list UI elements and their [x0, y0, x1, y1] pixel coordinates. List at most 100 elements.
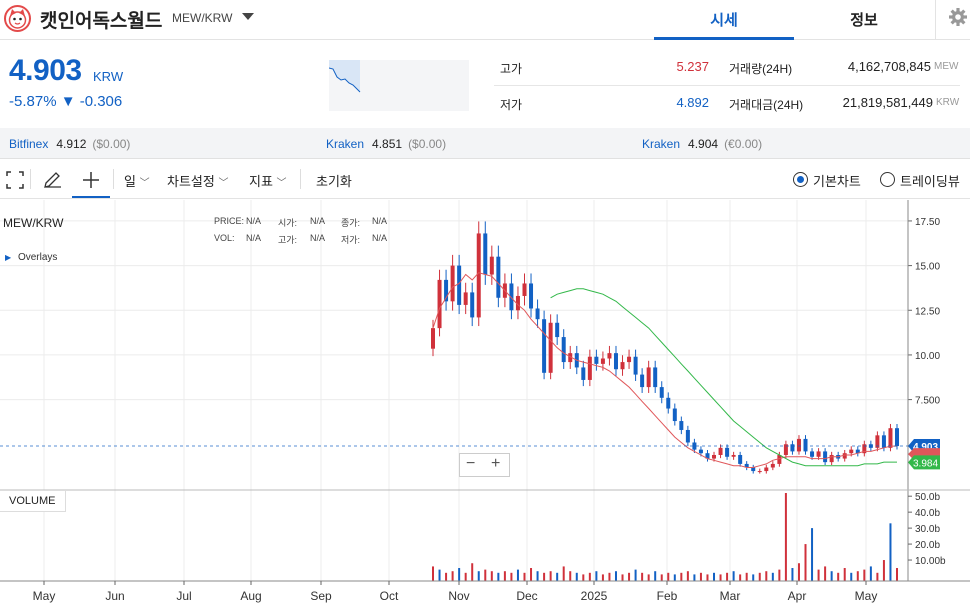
candle-body — [751, 467, 756, 472]
legend-vol-value: N/A — [246, 233, 262, 243]
zoom-in-button[interactable]: + — [491, 455, 501, 472]
chart-settings-menu[interactable]: 차트설정 ﹀ — [167, 171, 228, 190]
overlays-toggle[interactable]: ▶ Overlays — [5, 252, 57, 263]
time-tick-label: 2025 — [581, 589, 608, 603]
gear-icon[interactable] — [935, 0, 970, 40]
candle-body — [450, 265, 455, 302]
volume-bar — [569, 571, 572, 581]
chevron-down-icon: ﹀ — [139, 178, 150, 189]
candle-body — [627, 356, 632, 363]
basic-chart-label[interactable]: 기본차트 — [813, 174, 861, 189]
sparkline — [328, 60, 469, 111]
basic-chart-radio[interactable] — [793, 172, 808, 187]
legend-low-label: 저가: — [341, 235, 361, 245]
volume-tick-label: 40.0b — [915, 508, 940, 519]
tradingview-label[interactable]: 트레이딩뷰 — [900, 174, 960, 189]
volume-bar — [634, 569, 637, 581]
volume-bar — [726, 572, 729, 581]
volume-bar — [752, 574, 755, 581]
volume-bar — [601, 574, 604, 581]
chart-settings-label: 차트설정 — [167, 174, 215, 189]
volume-bar — [686, 571, 689, 581]
volume-bar — [510, 572, 513, 581]
price-currency: KRW — [93, 69, 124, 84]
volume-bar — [745, 572, 748, 581]
candle-body — [529, 283, 534, 309]
pair-selector[interactable]: MEW/KRW — [172, 11, 233, 25]
fullscreen-icon[interactable] — [6, 171, 24, 194]
volume-bar — [445, 572, 448, 581]
volume-bar — [647, 574, 650, 581]
candle-body — [613, 353, 618, 370]
time-tick-label: Jun — [105, 589, 124, 603]
chevron-down-icon[interactable] — [242, 13, 254, 20]
volume-tick-label: 10.00b — [915, 556, 946, 567]
candle-body — [555, 322, 560, 338]
pencil-icon[interactable] — [42, 170, 62, 195]
price-tick-label: 17.50 — [915, 217, 940, 228]
volume-bar — [484, 569, 487, 581]
volume-bar — [837, 572, 840, 581]
amount-label: 거래대금(24H) — [729, 98, 804, 112]
volume-tick-label: 30.0b — [915, 524, 940, 535]
price-tick-label: 15.00 — [915, 262, 940, 273]
candle-body — [764, 467, 769, 472]
volume-bar — [536, 571, 539, 581]
candle-body — [738, 454, 743, 464]
volume-bar — [556, 572, 559, 581]
exchange-prices: Bitfinex 4.912 ($0.00) Kraken 4.851 ($0.00) … — [0, 128, 970, 159]
volume-bar — [503, 571, 506, 581]
exchange-change: (€0.00) — [724, 137, 763, 151]
candle-body — [718, 447, 723, 455]
reset-button[interactable]: 초기화 — [316, 174, 352, 189]
volume-bar — [856, 571, 859, 581]
exchange-name: Kraken — [642, 137, 681, 151]
candle-body — [881, 435, 886, 448]
volume-bar — [477, 571, 480, 581]
amount-value: 21,819,581,449 — [842, 95, 933, 110]
volume-bar — [530, 568, 533, 581]
zoom-out-button[interactable]: − — [466, 455, 476, 472]
legend-close-value: N/A — [372, 216, 388, 226]
candle-body — [437, 279, 442, 329]
volume-tick-label: 20.0b — [915, 540, 940, 551]
time-tick-label: Jul — [176, 589, 191, 603]
candle-body — [672, 408, 677, 422]
exchange-item[interactable]: Kraken 4.851 ($0.00) — [326, 137, 446, 151]
exchange-item[interactable]: Kraken 4.904 (€0.00) — [642, 137, 762, 151]
price-chart[interactable]: 17.50 15.00 12.50 10.00 7.500 May Jun Jul Aug Sep… — [0, 200, 970, 608]
exchange-item[interactable]: Bitfinex 4.912 ($0.00) — [9, 137, 130, 151]
chart-symbol: MEW/KRW — [3, 216, 64, 230]
tab-info[interactable]: 정보 — [850, 12, 878, 29]
volume-bar — [706, 574, 709, 581]
legend-high-value: N/A — [310, 233, 326, 243]
tab-price[interactable]: 시세 — [654, 9, 794, 40]
candle-body — [463, 292, 468, 305]
chart-toolbar: 일 ﹀ 차트설정 ﹀ 지표 ﹀ 초기화 기본차트 트레이딩뷰 — [0, 160, 970, 199]
candle-body — [895, 428, 899, 447]
price-summary: 4.903 KRW -5.87% ▼ -0.306 고가 5.237 거래량(2… — [0, 40, 970, 128]
candle-body — [796, 438, 801, 452]
volume-bar — [791, 568, 794, 581]
candle-body — [816, 451, 821, 457]
candle-body — [731, 454, 736, 457]
volume-bar — [595, 571, 598, 581]
high-label: 고가 — [500, 62, 523, 76]
volume-tick-label: 50.0b — [915, 492, 940, 503]
top-bar: 캣인어독스월드 MEW/KRW 시세 정보 — [0, 0, 970, 40]
price-tick-label: 7.500 — [915, 396, 940, 407]
tradingview-radio[interactable] — [880, 172, 895, 187]
volume-bar — [850, 572, 853, 581]
candle-body — [587, 356, 592, 380]
indicators-menu[interactable]: 지표 ﹀ — [249, 171, 287, 190]
exchange-name: Bitfinex — [9, 137, 49, 151]
candle-body — [568, 353, 573, 363]
low-value: 4.892 — [676, 95, 709, 110]
crosshair-icon[interactable] — [72, 164, 110, 198]
interval-select[interactable]: 일 ﹀ — [124, 171, 150, 190]
chart-canvas[interactable]: 17.50 15.00 12.50 10.00 7.500 May Jun Jul Aug Sep… — [0, 200, 970, 608]
volume-bar — [667, 572, 670, 581]
legend-price-value: N/A — [246, 216, 262, 226]
candle-body — [646, 367, 651, 388]
candle-body — [666, 397, 671, 409]
